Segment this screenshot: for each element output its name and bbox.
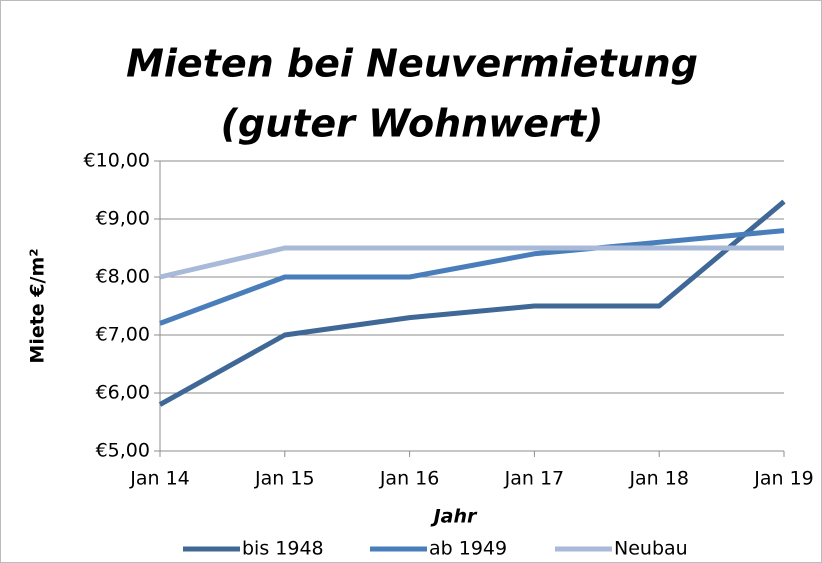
y-tick-label: €9,00 [96, 208, 150, 230]
x-tick-label: Jan 17 [504, 468, 565, 490]
x-tick-label: Jan 18 [628, 468, 689, 490]
chart-title: Mieten bei Neuvermietung [126, 42, 698, 86]
y-tick-label: €5,00 [96, 440, 150, 462]
chart-title: (guter Wohnwert) [221, 102, 604, 146]
x-tick-label: Jan 19 [753, 468, 814, 490]
legend-label: ab 1949 [429, 538, 507, 560]
y-tick-label: €7,00 [96, 324, 150, 346]
x-axis-label: Jahr [430, 506, 478, 528]
y-tick-label: €8,00 [96, 266, 150, 288]
series-line [159, 228, 785, 326]
x-tick-label: Jan 15 [254, 468, 315, 490]
y-tick-label: €10,00 [84, 150, 150, 172]
x-tick-label: Jan 16 [379, 468, 440, 490]
x-tick-label: Jan 14 [129, 468, 190, 490]
legend-label: Neubau [614, 538, 688, 560]
series-line [158, 199, 786, 407]
y-axis-label: Miete €/m² [27, 248, 49, 363]
series-line [159, 245, 784, 280]
y-tick-label: €6,00 [96, 382, 150, 404]
legend-label: bis 1948 [242, 538, 324, 560]
